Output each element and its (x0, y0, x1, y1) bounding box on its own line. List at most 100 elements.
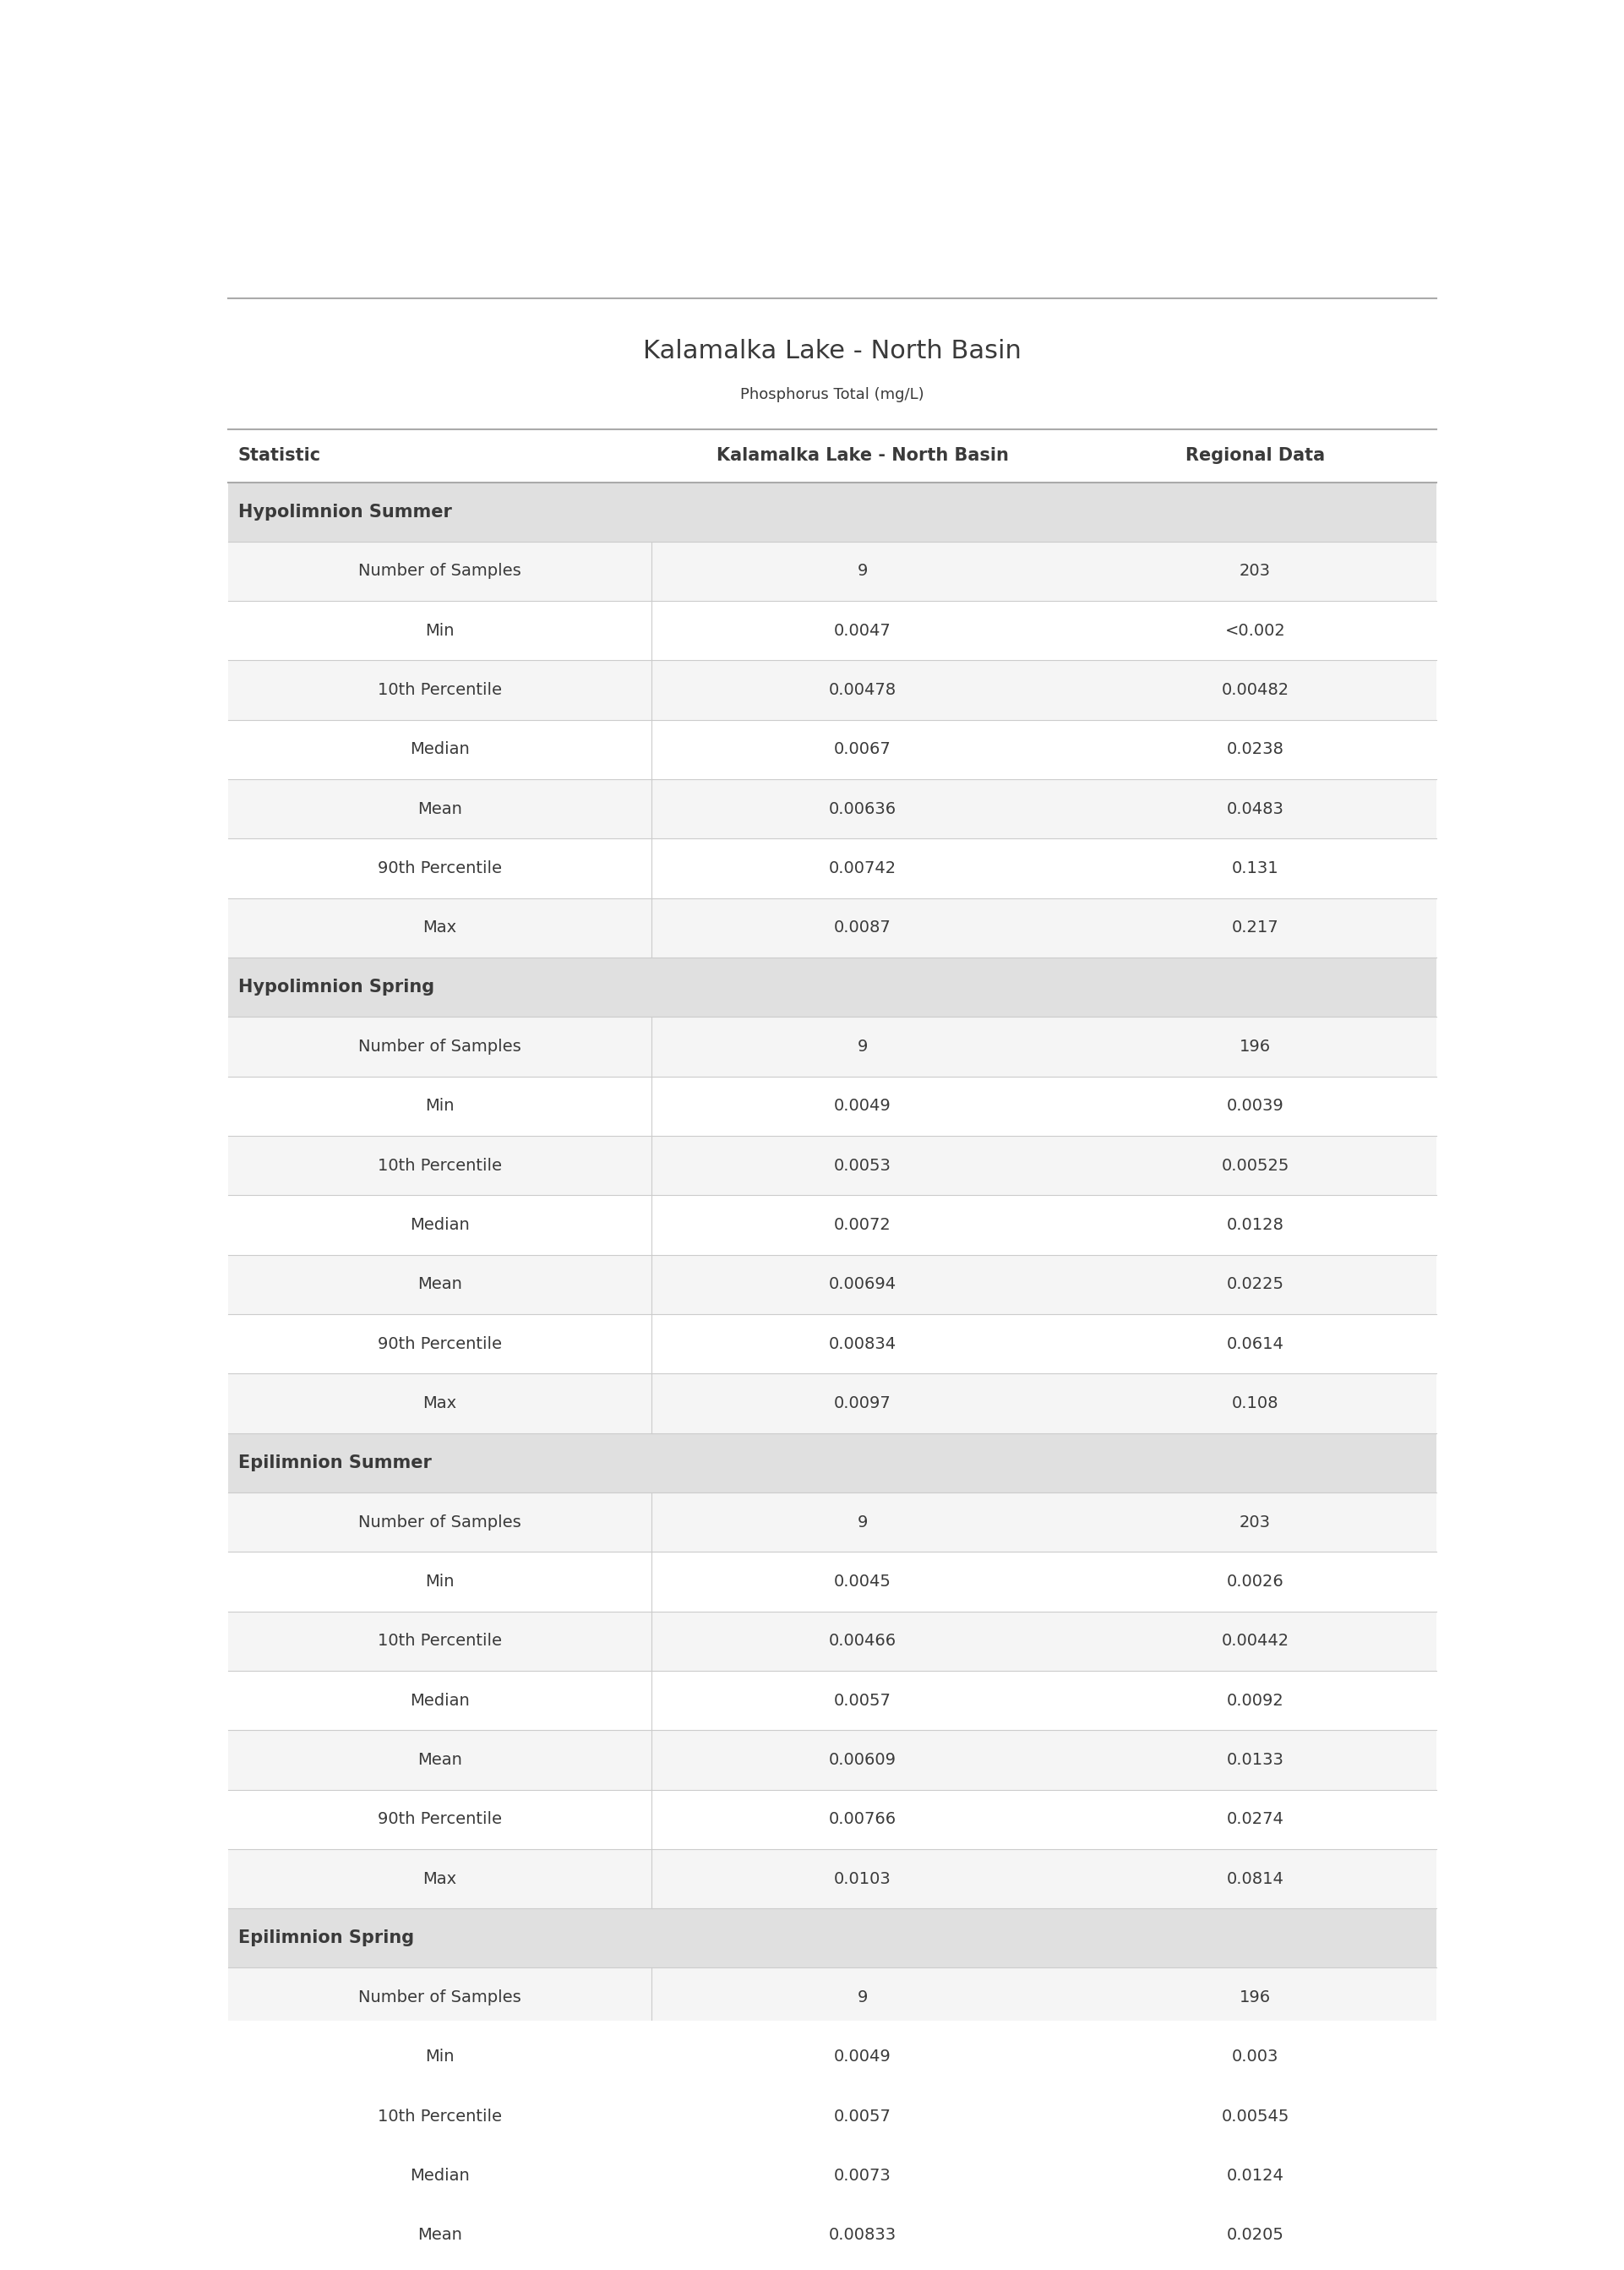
Text: 203: 203 (1239, 563, 1272, 579)
Text: Kalamalka Lake - North Basin: Kalamalka Lake - North Basin (716, 447, 1009, 465)
Text: Hypolimnion Summer: Hypolimnion Summer (239, 504, 451, 520)
Text: Max: Max (422, 919, 456, 935)
Text: 0.00834: 0.00834 (828, 1335, 896, 1353)
Text: 0.217: 0.217 (1231, 919, 1278, 935)
Text: Mean: Mean (417, 801, 461, 817)
Text: 90th Percentile: 90th Percentile (377, 860, 502, 876)
Text: Max: Max (422, 1396, 456, 1412)
Bar (227, 1968, 1436, 2027)
Text: 9: 9 (857, 1989, 867, 2007)
Text: 0.0087: 0.0087 (833, 919, 892, 935)
Text: Mean: Mean (417, 2227, 461, 2243)
Text: 0.0814: 0.0814 (1226, 1870, 1285, 1886)
Text: 0.003: 0.003 (1231, 2050, 1278, 2066)
Bar (227, 543, 1436, 602)
Bar (227, 1196, 1436, 1255)
Bar (227, 720, 1436, 779)
Text: Mean: Mean (417, 1276, 461, 1292)
Text: 0.0614: 0.0614 (1226, 1335, 1285, 1353)
Bar (227, 481, 1436, 543)
Text: Min: Min (425, 1573, 455, 1589)
Text: Median: Median (409, 1217, 469, 1233)
Text: 0.0274: 0.0274 (1226, 1811, 1285, 1827)
Text: 0.00636: 0.00636 (828, 801, 896, 817)
Bar (227, 1671, 1436, 1730)
Text: 0.0049: 0.0049 (833, 2050, 892, 2066)
Text: 203: 203 (1239, 1514, 1272, 1530)
Text: 0.00742: 0.00742 (828, 860, 896, 876)
Bar (227, 2086, 1436, 2145)
Text: Statistic: Statistic (239, 447, 322, 465)
Text: 0.00525: 0.00525 (1221, 1158, 1289, 1174)
Bar (227, 1612, 1436, 1671)
Text: 0.0205: 0.0205 (1226, 2227, 1285, 2243)
Bar (227, 2027, 1436, 2086)
Text: 0.00466: 0.00466 (828, 1632, 896, 1648)
Text: 0.0026: 0.0026 (1226, 1573, 1285, 1589)
Bar (227, 1730, 1436, 1789)
Bar (227, 1432, 1436, 1491)
Text: Number of Samples: Number of Samples (359, 563, 521, 579)
Text: Number of Samples: Number of Samples (359, 1514, 521, 1530)
Text: <0.002: <0.002 (1224, 622, 1286, 638)
Text: 0.0124: 0.0124 (1226, 2168, 1285, 2184)
Text: 0.0238: 0.0238 (1226, 742, 1285, 758)
Text: 10th Percentile: 10th Percentile (377, 2109, 502, 2125)
Text: 0.00694: 0.00694 (828, 1276, 896, 1292)
Bar (227, 2265, 1436, 2270)
Text: Number of Samples: Number of Samples (359, 1989, 521, 2007)
Text: 0.00609: 0.00609 (828, 1752, 896, 1768)
Text: 0.0097: 0.0097 (833, 1396, 892, 1412)
Text: 0.00766: 0.00766 (828, 1811, 896, 1827)
Text: 0.131: 0.131 (1231, 860, 1278, 876)
Text: 0.0483: 0.0483 (1226, 801, 1285, 817)
Text: 0.0067: 0.0067 (833, 742, 892, 758)
Text: 9: 9 (857, 563, 867, 579)
Text: Mean: Mean (417, 1752, 461, 1768)
Text: 0.00478: 0.00478 (828, 681, 896, 699)
Text: 0.0045: 0.0045 (833, 1573, 892, 1589)
Bar (227, 1909, 1436, 1968)
Bar (227, 1850, 1436, 1909)
Text: 0.0057: 0.0057 (833, 1693, 892, 1709)
Text: 0.00482: 0.00482 (1221, 681, 1289, 699)
Text: 9: 9 (857, 1040, 867, 1056)
Bar (227, 838, 1436, 899)
Text: 0.00833: 0.00833 (828, 2227, 896, 2243)
Text: Median: Median (409, 2168, 469, 2184)
Text: 0.0039: 0.0039 (1226, 1099, 1285, 1115)
Text: 0.0072: 0.0072 (833, 1217, 892, 1233)
Text: 0.0047: 0.0047 (833, 622, 892, 638)
Text: 0.0049: 0.0049 (833, 1099, 892, 1115)
Text: 196: 196 (1239, 1989, 1272, 2007)
Text: 0.108: 0.108 (1231, 1396, 1278, 1412)
Text: 10th Percentile: 10th Percentile (377, 1158, 502, 1174)
Text: 9: 9 (857, 1514, 867, 1530)
Bar (227, 958, 1436, 1017)
Text: Number of Samples: Number of Samples (359, 1040, 521, 1056)
Bar (227, 602, 1436, 661)
Text: 10th Percentile: 10th Percentile (377, 1632, 502, 1648)
Text: Min: Min (425, 1099, 455, 1115)
Bar (227, 1135, 1436, 1196)
Bar (227, 1314, 1436, 1373)
Bar (227, 899, 1436, 958)
Text: 0.0133: 0.0133 (1226, 1752, 1285, 1768)
Text: Hypolimnion Spring: Hypolimnion Spring (239, 978, 434, 997)
Text: 0.0092: 0.0092 (1226, 1693, 1285, 1709)
Bar (227, 2145, 1436, 2206)
Bar (227, 2206, 1436, 2265)
Text: Max: Max (422, 1870, 456, 1886)
Text: 0.0053: 0.0053 (833, 1158, 892, 1174)
Text: Median: Median (409, 1693, 469, 1709)
Text: 90th Percentile: 90th Percentile (377, 1335, 502, 1353)
Text: Median: Median (409, 742, 469, 758)
Text: 90th Percentile: 90th Percentile (377, 1811, 502, 1827)
Bar (227, 661, 1436, 720)
Bar (227, 1491, 1436, 1553)
Text: 196: 196 (1239, 1040, 1272, 1056)
Text: 0.0057: 0.0057 (833, 2109, 892, 2125)
Bar (227, 1553, 1436, 1612)
Bar (227, 1373, 1436, 1432)
Text: Epilimnion Summer: Epilimnion Summer (239, 1455, 432, 1471)
